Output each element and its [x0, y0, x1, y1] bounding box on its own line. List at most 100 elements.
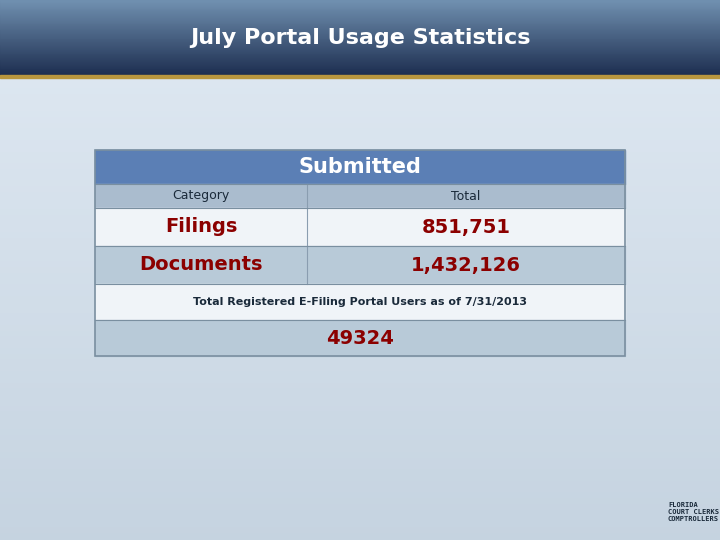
Bar: [0, 16, 720, 18]
Bar: [0, 20, 720, 22]
Bar: [0, 34, 720, 36]
Bar: [0, 262, 720, 268]
Bar: [0, 58, 720, 59]
Bar: [0, 30, 720, 32]
Bar: [0, 6, 720, 8]
Bar: [0, 48, 720, 49]
Bar: [0, 31, 720, 33]
Bar: [0, 73, 720, 75]
Bar: [0, 55, 720, 56]
Bar: [0, 44, 720, 46]
Bar: [0, 366, 720, 373]
Bar: [0, 314, 720, 321]
Bar: [95, 246, 625, 284]
Bar: [0, 216, 720, 222]
Bar: [0, 441, 720, 448]
Bar: [0, 40, 720, 42]
Bar: [0, 256, 720, 263]
Text: Total: Total: [451, 190, 481, 202]
Bar: [0, 130, 720, 136]
Bar: [0, 35, 720, 37]
Bar: [0, 118, 720, 124]
Bar: [0, 24, 720, 25]
Bar: [0, 5, 720, 6]
Bar: [0, 54, 720, 55]
Bar: [0, 158, 720, 165]
Bar: [0, 522, 720, 529]
Bar: [0, 245, 720, 251]
Bar: [0, 60, 720, 62]
Bar: [0, 418, 720, 424]
Bar: [0, 51, 720, 52]
Bar: [0, 7, 720, 9]
Bar: [0, 482, 720, 488]
Bar: [0, 407, 720, 413]
Bar: [0, 40, 720, 41]
Bar: [0, 15, 720, 16]
Bar: [95, 184, 625, 208]
Bar: [0, 0, 720, 1]
Bar: [0, 233, 720, 240]
Bar: [0, 372, 720, 379]
Bar: [0, 12, 720, 13]
Bar: [0, 430, 720, 436]
Bar: [95, 320, 625, 356]
Bar: [0, 476, 720, 482]
Bar: [0, 72, 720, 74]
Bar: [0, 141, 720, 147]
Bar: [0, 8, 720, 9]
Bar: [0, 49, 720, 51]
Bar: [0, 65, 720, 66]
Bar: [0, 349, 720, 355]
Bar: [95, 150, 625, 184]
Bar: [0, 64, 720, 66]
Bar: [0, 48, 720, 50]
Bar: [0, 494, 720, 500]
Bar: [0, 447, 720, 454]
Bar: [0, 38, 720, 39]
Bar: [0, 355, 720, 361]
Bar: [0, 528, 720, 534]
Bar: [0, 22, 720, 23]
Bar: [0, 26, 720, 27]
Bar: [0, 361, 720, 367]
Bar: [0, 470, 720, 476]
Bar: [0, 59, 720, 61]
Bar: [0, 291, 720, 298]
Bar: [0, 187, 720, 193]
Bar: [0, 50, 720, 51]
Bar: [95, 150, 625, 356]
Text: July Portal Usage Statistics: July Portal Usage Statistics: [190, 28, 530, 48]
Bar: [0, 338, 720, 343]
Bar: [0, 14, 720, 15]
Bar: [0, 308, 720, 315]
Bar: [0, 52, 720, 53]
Bar: [0, 26, 720, 28]
Bar: [0, 29, 720, 30]
Bar: [0, 395, 720, 401]
Bar: [0, 11, 720, 12]
Bar: [0, 75, 720, 78]
Bar: [0, 25, 720, 26]
Bar: [0, 199, 720, 205]
Bar: [0, 36, 720, 37]
Bar: [0, 516, 720, 523]
Bar: [0, 332, 720, 338]
Bar: [0, 42, 720, 43]
Bar: [0, 383, 720, 390]
Bar: [0, 89, 720, 96]
Bar: [0, 72, 720, 73]
Bar: [0, 56, 720, 57]
Bar: [0, 303, 720, 309]
Bar: [0, 153, 720, 159]
Text: Documents: Documents: [139, 255, 263, 274]
Bar: [0, 67, 720, 69]
Bar: [0, 112, 720, 118]
Bar: [0, 66, 720, 68]
Bar: [0, 464, 720, 471]
Bar: [0, 28, 720, 29]
Bar: [0, 228, 720, 234]
Bar: [0, 63, 720, 65]
Bar: [0, 43, 720, 44]
Bar: [0, 320, 720, 326]
